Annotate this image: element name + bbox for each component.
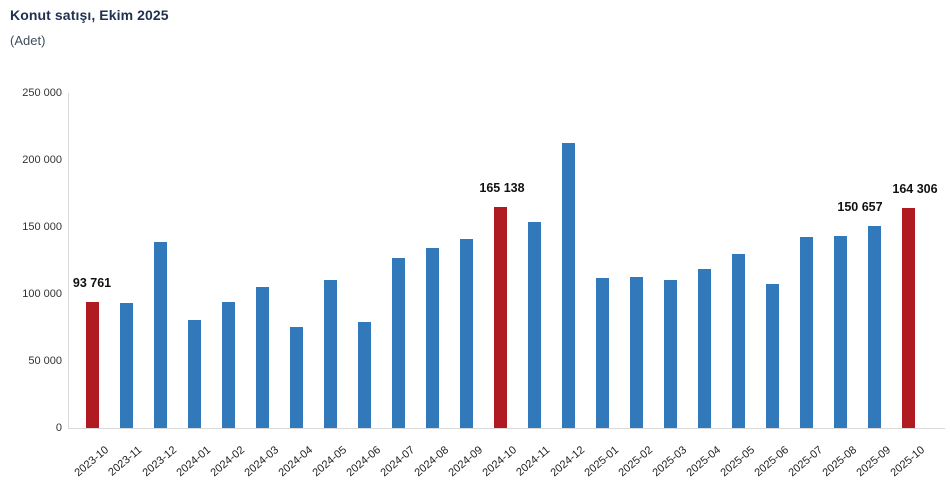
bar-2025-02 bbox=[629, 276, 643, 428]
x-axis-label-2025-02: 2025-02 bbox=[616, 444, 655, 480]
bar-2024-09 bbox=[459, 239, 473, 428]
bar-2025-07 bbox=[799, 236, 813, 428]
x-axis-label-2025-09: 2025-09 bbox=[854, 444, 893, 480]
bar-2025-10 bbox=[901, 207, 915, 428]
x-axis-label-2024-02: 2024-02 bbox=[208, 444, 247, 480]
x-axis-label-2024-03: 2024-03 bbox=[242, 444, 281, 480]
x-axis-label-2025-08: 2025-08 bbox=[820, 444, 859, 480]
bar-2024-11 bbox=[527, 222, 541, 428]
bar-2024-03 bbox=[255, 286, 269, 428]
bar-2023-10 bbox=[85, 302, 99, 428]
bar-2024-10 bbox=[493, 206, 507, 428]
data-label-2025-10: 164 306 bbox=[892, 181, 938, 196]
y-axis-tick-label: 50 000 bbox=[28, 355, 62, 367]
bar-2025-05 bbox=[731, 253, 745, 428]
x-axis-label-2023-12: 2023-12 bbox=[140, 444, 179, 480]
bar-2025-03 bbox=[663, 279, 677, 428]
bar-2025-09 bbox=[867, 226, 881, 428]
bar-2025-06 bbox=[765, 283, 779, 428]
bar-2025-01 bbox=[595, 277, 609, 428]
bar-2024-04 bbox=[289, 326, 303, 428]
bar-2024-08 bbox=[425, 248, 439, 428]
bar-2024-01 bbox=[187, 320, 201, 428]
x-axis-label-2024-10: 2024-10 bbox=[480, 444, 519, 480]
x-axis-label-2024-01: 2024-01 bbox=[174, 444, 213, 480]
y-axis-line bbox=[68, 93, 69, 428]
y-axis-tick-label: 200 000 bbox=[22, 154, 62, 166]
chart-unit-label: (Adet) bbox=[10, 33, 46, 48]
x-axis-label-2024-07: 2024-07 bbox=[378, 444, 417, 480]
bar-2024-02 bbox=[221, 302, 235, 428]
x-axis-line bbox=[68, 428, 945, 429]
x-axis-label-2025-03: 2025-03 bbox=[650, 444, 689, 480]
x-axis-label-2025-04: 2025-04 bbox=[684, 444, 723, 480]
x-axis-label-2025-01: 2025-01 bbox=[582, 444, 621, 480]
data-label-2023-10: 93 761 bbox=[72, 276, 112, 291]
x-axis-label-2025-05: 2025-05 bbox=[718, 444, 757, 480]
bar-2024-12 bbox=[561, 143, 575, 428]
y-axis-tick-label: 250 000 bbox=[22, 87, 62, 99]
x-axis-label-2023-10: 2023-10 bbox=[72, 444, 111, 480]
y-axis-tick-label: 100 000 bbox=[22, 288, 62, 300]
data-label-2024-10: 165 138 bbox=[479, 180, 525, 195]
x-axis-label-2025-06: 2025-06 bbox=[752, 444, 791, 480]
y-axis-tick-label: 150 000 bbox=[22, 221, 62, 233]
x-axis-label-2024-04: 2024-04 bbox=[276, 444, 315, 480]
x-axis-label-2023-11: 2023-11 bbox=[106, 444, 145, 479]
bar-2023-12 bbox=[153, 242, 167, 428]
y-axis-tick-label: 0 bbox=[55, 422, 62, 434]
x-axis-label-2024-11: 2024-11 bbox=[514, 444, 553, 479]
bar-2025-08 bbox=[833, 235, 847, 428]
bar-2024-07 bbox=[391, 257, 405, 428]
x-axis-label-2024-09: 2024-09 bbox=[446, 444, 485, 480]
x-axis-label-2024-08: 2024-08 bbox=[412, 444, 451, 480]
x-axis-label-2024-12: 2024-12 bbox=[548, 444, 587, 480]
x-axis-label-2024-06: 2024-06 bbox=[344, 444, 383, 480]
x-axis-label-2024-05: 2024-05 bbox=[310, 444, 349, 480]
bar-2023-11 bbox=[119, 302, 133, 428]
bar-2025-04 bbox=[697, 269, 711, 428]
bar-2024-05 bbox=[323, 279, 337, 428]
bar-2024-06 bbox=[357, 321, 371, 428]
chart-title: Konut satışı, Ekim 2025 bbox=[10, 7, 169, 23]
data-label-2025-09: 150 657 bbox=[837, 200, 883, 215]
x-axis-label-2025-07: 2025-07 bbox=[786, 444, 825, 480]
x-axis-label-2025-10: 2025-10 bbox=[888, 444, 927, 480]
